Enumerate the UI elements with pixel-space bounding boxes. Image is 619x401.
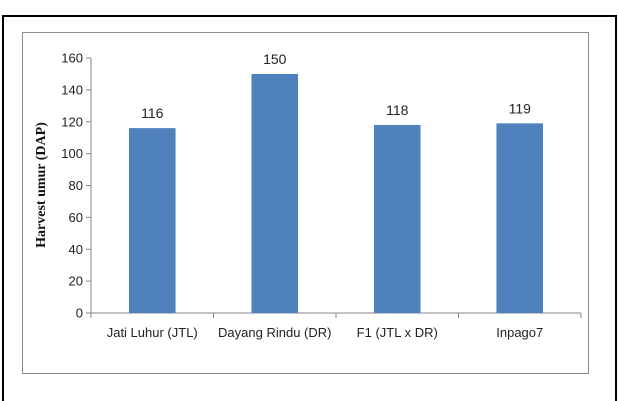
x-axis-ticks bbox=[90, 313, 582, 318]
y-tick-label: 80 bbox=[69, 178, 83, 193]
bar bbox=[373, 124, 421, 313]
category-label: F1 (JTL x DR) bbox=[357, 325, 438, 340]
bar-series bbox=[128, 73, 544, 313]
bar bbox=[496, 123, 544, 313]
data-label: 119 bbox=[509, 100, 532, 116]
y-tick-label: 100 bbox=[61, 146, 83, 161]
y-tick-label: 20 bbox=[69, 274, 83, 289]
y-tick-label: 60 bbox=[69, 210, 83, 225]
bar bbox=[251, 73, 299, 313]
y-tick-label: 140 bbox=[61, 82, 83, 97]
data-label: 118 bbox=[386, 102, 409, 118]
y-axis-label: Harvest umur (DAP) bbox=[34, 122, 49, 248]
y-tick-label: 120 bbox=[61, 114, 83, 129]
y-tick-label: 160 bbox=[61, 51, 83, 66]
chart-frame: 0 20 40 60 80 100 120 140 160 116 150 118 119 Jati … bbox=[22, 32, 589, 374]
y-tick-label: 40 bbox=[69, 242, 83, 257]
data-label: 116 bbox=[141, 105, 164, 121]
bar-chart: 0 20 40 60 80 100 120 140 160 116 150 118 119 Jati … bbox=[34, 51, 582, 340]
category-labels: Jati Luhur (JTL) Dayang Rindu (DR) F1 (JTL… bbox=[107, 325, 544, 340]
data-labels: 116 150 118 119 bbox=[141, 51, 531, 121]
category-label: Dayang Rindu (DR) bbox=[218, 325, 331, 340]
data-label: 150 bbox=[263, 51, 287, 67]
table-frame bbox=[2, 15, 617, 401]
category-label: Inpago7 bbox=[496, 325, 543, 340]
category-label: Jati Luhur (JTL) bbox=[107, 325, 198, 340]
bar bbox=[128, 128, 176, 313]
y-tick-label: 0 bbox=[76, 306, 83, 321]
y-axis-ticks: 0 20 40 60 80 100 120 140 160 bbox=[61, 51, 91, 321]
